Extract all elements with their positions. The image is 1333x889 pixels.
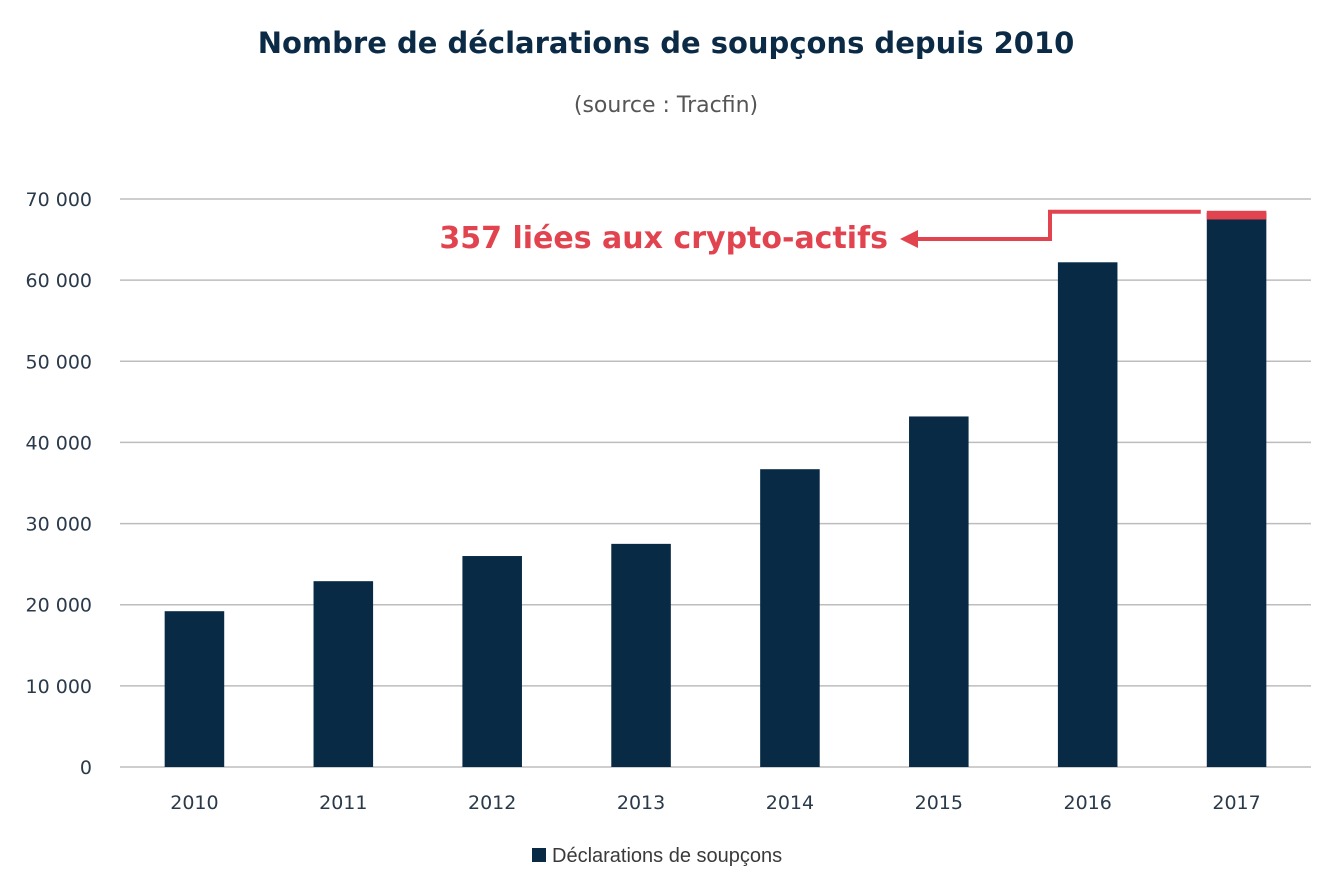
x-axis-ticks: 2010 2011 2012 2013 2014 2015 2016 2017 (170, 792, 1260, 814)
bar-2016 (1057, 262, 1118, 767)
y-tick-label: 10 000 (26, 676, 92, 698)
x-tick-label: 2017 (1212, 792, 1260, 814)
annotation-arrowhead (900, 230, 918, 248)
x-tick-label: 2014 (766, 792, 814, 814)
y-tick-label: 20 000 (26, 595, 92, 617)
y-tick-label: 60 000 (26, 270, 92, 292)
bar-2011 (313, 581, 374, 767)
chart-subtitle: (source : Tracfin) (574, 93, 758, 118)
y-tick-label: 0 (80, 757, 92, 779)
bar-2014 (760, 469, 820, 767)
annotation-leader-line (915, 209, 1201, 241)
annotation: 357 liées aux crypto-actifs (439, 209, 1267, 256)
y-tick-label: 30 000 (26, 514, 92, 536)
x-tick-label: 2012 (468, 792, 516, 814)
highlight-segment (1206, 210, 1267, 220)
legend-swatch (532, 848, 546, 862)
y-tick-label: 70 000 (26, 189, 92, 211)
x-tick-label: 2015 (915, 792, 963, 814)
x-tick-label: 2011 (319, 792, 367, 814)
grid-lines (120, 198, 1311, 768)
y-tick-label: 50 000 (26, 351, 92, 373)
chart-title: Nombre de déclarations de soupçons depui… (258, 26, 1075, 60)
bar-2013 (611, 543, 671, 767)
bar-2012 (462, 556, 522, 767)
annotation-label: 357 liées aux crypto-actifs (439, 221, 888, 256)
x-tick-label: 2013 (617, 792, 665, 814)
y-axis-ticks: 0 10 000 20 000 30 000 40 000 50 000 60 000 70 … (26, 189, 92, 779)
x-tick-label: 2010 (170, 792, 218, 814)
legend-label: Déclarations de soupçons (552, 845, 782, 867)
bar-2015 (909, 416, 969, 767)
legend: Déclarations de soupçons (532, 845, 782, 867)
y-tick-label: 40 000 (26, 432, 92, 454)
x-tick-label: 2016 (1064, 792, 1112, 814)
bar-2017 (1206, 212, 1267, 767)
bars (164, 212, 1267, 767)
bar-2010 (164, 611, 225, 767)
